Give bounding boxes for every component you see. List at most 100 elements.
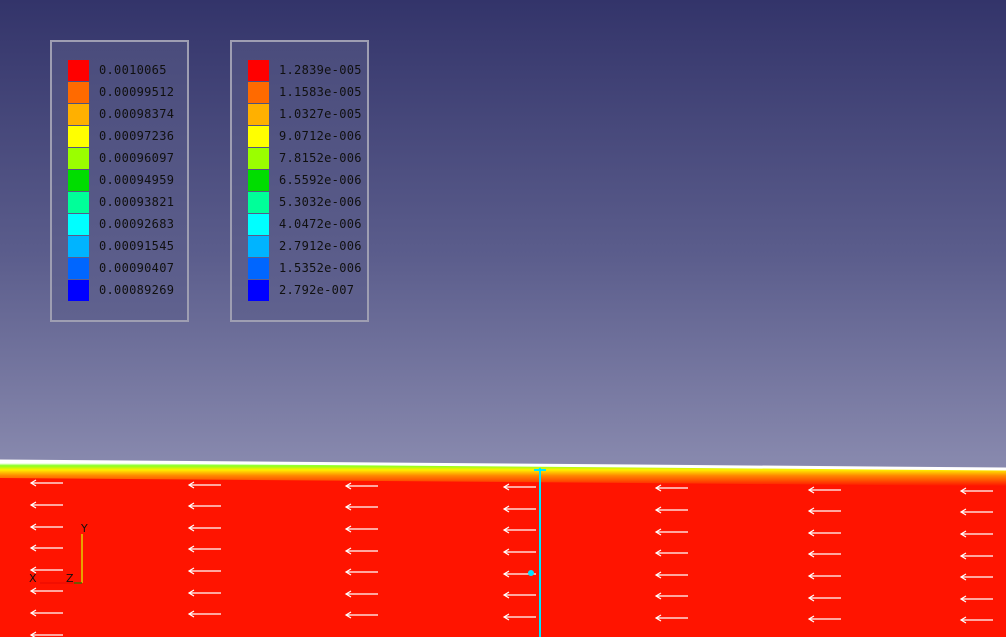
legend-entry: 0.00096097 <box>68 147 174 169</box>
legend-label: 9.0712e-006 <box>279 129 362 143</box>
legend-label: 0.00098374 <box>99 107 175 121</box>
axis-z-label: Z <box>66 572 74 585</box>
legend-swatch <box>68 169 89 191</box>
legend-swatch <box>68 213 89 235</box>
legend-label: 5.3032e-006 <box>279 195 362 209</box>
vector-arrowhead <box>344 568 352 576</box>
vector-arrowhead <box>807 594 815 602</box>
vector-arrowhead <box>502 613 510 621</box>
vector-arrowhead <box>187 481 195 489</box>
legend-label: 0.00093821 <box>99 195 175 209</box>
vector-arrowhead <box>959 616 967 624</box>
legend-swatch <box>248 169 269 191</box>
legend-swatch <box>248 59 269 81</box>
legend-entry: 1.5352e-006 <box>248 257 362 279</box>
axis-y-label: Y <box>81 522 88 535</box>
legend-label: 0.00099512 <box>99 85 175 99</box>
vector-arrowhead <box>959 573 967 581</box>
vector-arrowhead <box>807 507 815 515</box>
vector-arrowhead <box>29 631 37 637</box>
vector-arrowhead <box>807 486 815 494</box>
legend-swatch <box>68 257 89 279</box>
vector-arrowhead <box>959 487 967 495</box>
vector-arrowhead <box>29 566 37 574</box>
legend-swatch <box>248 125 269 147</box>
legend-label: 0.00094959 <box>99 173 175 187</box>
legend-label: 6.5592e-006 <box>279 173 362 187</box>
probe-point[interactable] <box>528 570 534 576</box>
legend-entry: 1.2839e-005 <box>248 59 362 81</box>
legend-swatch <box>248 279 269 301</box>
legend-label: 4.0472e-006 <box>279 217 362 231</box>
legend-label: 0.00090407 <box>99 261 175 275</box>
legend-swatch <box>68 191 89 213</box>
legend-label: 0.0010065 <box>99 63 167 77</box>
legend-entry: 2.7912e-006 <box>248 235 362 257</box>
legend-swatch <box>248 213 269 235</box>
vector-arrowhead <box>807 572 815 580</box>
vector-arrowhead <box>807 550 815 558</box>
vector-arrowhead <box>187 610 195 618</box>
legend-label: 2.7912e-006 <box>279 239 362 253</box>
legend-label: 1.0327e-005 <box>279 107 362 121</box>
color-legend-left: 0.0010065 0.00099512 0.00098374 0.00097236 0… <box>50 40 189 322</box>
vector-arrowhead <box>502 526 510 534</box>
vector-arrowhead <box>959 552 967 560</box>
legend-entry: 0.00097236 <box>68 125 174 147</box>
velocity-vectors <box>29 479 993 637</box>
legend-entry: 5.3032e-006 <box>248 191 362 213</box>
vector-arrowhead <box>344 525 352 533</box>
vector-arrowhead <box>344 611 352 619</box>
vector-arrowhead <box>502 505 510 513</box>
legend-label: 2.792e-007 <box>279 283 355 297</box>
vector-arrowhead <box>29 544 37 552</box>
axis-x-label: X <box>29 572 37 585</box>
legend-label: 7.8152e-006 <box>279 151 362 165</box>
legend-swatch <box>248 147 269 169</box>
legend-label: 0.00096097 <box>99 151 175 165</box>
legend-swatch <box>68 59 89 81</box>
vector-arrowhead <box>654 506 662 514</box>
vector-arrowhead <box>187 589 195 597</box>
legend-label: 1.2839e-005 <box>279 63 362 77</box>
vector-arrowhead <box>344 503 352 511</box>
vector-arrowhead <box>187 545 195 553</box>
legend-entry: 4.0472e-006 <box>248 213 362 235</box>
vector-arrowhead <box>344 547 352 555</box>
legend-label: 0.00089269 <box>99 283 175 297</box>
contour-field <box>0 460 1006 637</box>
legend-swatch <box>68 125 89 147</box>
legend-swatch <box>248 103 269 125</box>
legend-swatch <box>248 81 269 103</box>
legend-entry: 0.00099512 <box>68 81 174 103</box>
legend-entry: 1.0327e-005 <box>248 103 362 125</box>
legend-swatch <box>248 257 269 279</box>
vector-arrowhead <box>654 592 662 600</box>
vector-arrowhead <box>344 590 352 598</box>
legend-entry: 0.00091545 <box>68 235 174 257</box>
orientation-axes: Y X Z <box>26 520 96 592</box>
legend-entry: 6.5592e-006 <box>248 169 362 191</box>
vector-arrowhead <box>959 530 967 538</box>
vector-arrowhead <box>959 508 967 516</box>
legend-entry: 0.00089269 <box>68 279 174 301</box>
vector-arrowhead <box>344 482 352 490</box>
vector-arrowhead <box>29 609 37 617</box>
legend-swatch <box>68 147 89 169</box>
legend-entry: 0.00090407 <box>68 257 174 279</box>
legend-swatch <box>248 191 269 213</box>
legend-entry: 2.792e-007 <box>248 279 354 301</box>
legend-swatch <box>68 81 89 103</box>
vector-arrowhead <box>187 567 195 575</box>
legend-entry: 0.0010065 <box>68 59 167 81</box>
legend-entry: 0.00093821 <box>68 191 174 213</box>
vector-arrowhead <box>654 484 662 492</box>
legend-label: 1.5352e-006 <box>279 261 362 275</box>
legend-label: 0.00091545 <box>99 239 175 253</box>
vector-arrowhead <box>502 570 510 578</box>
legend-swatch <box>68 103 89 125</box>
legend-entry: 0.00092683 <box>68 213 174 235</box>
legend-entry: 7.8152e-006 <box>248 147 362 169</box>
vector-arrowhead <box>502 483 510 491</box>
